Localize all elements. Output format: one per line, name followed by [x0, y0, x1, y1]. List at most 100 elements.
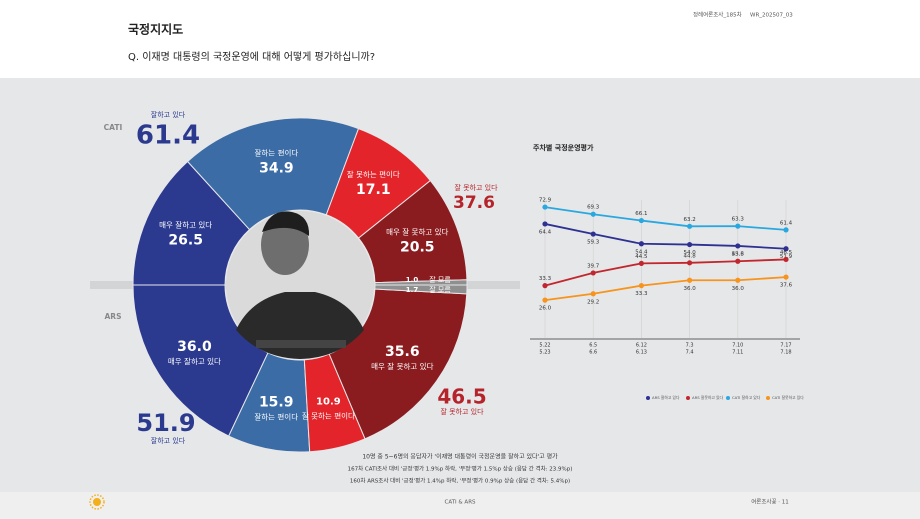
- value-label: 63.2: [683, 217, 695, 223]
- slice-value: 10.9: [316, 397, 341, 408]
- logo: [89, 494, 105, 510]
- slice-label: 매우 잘하고 있다: [159, 219, 212, 229]
- legend-marker: [686, 396, 690, 400]
- series-point: [638, 260, 645, 267]
- slice-value: 15.9: [259, 395, 294, 411]
- series-point: [590, 270, 596, 276]
- value-label: 26.0: [539, 306, 552, 312]
- series-point: [735, 258, 741, 264]
- value-label: 45.6: [732, 252, 745, 258]
- x-tick-label: 6.5: [589, 343, 597, 349]
- value-label: 37.6: [780, 283, 793, 289]
- series-point: [735, 243, 741, 249]
- legend-label: ARS 잘하고 있다: [652, 395, 680, 400]
- value-label: 33.3: [635, 291, 648, 297]
- note: 10명 중 5~6명의 응답자가 '이재명 대통령이 국정운영을 잘하고 있다'…: [362, 453, 558, 461]
- legend-marker: [766, 396, 770, 400]
- series-point: [590, 231, 596, 237]
- series-point: [687, 223, 693, 229]
- summary-value: 46.5: [437, 385, 486, 409]
- value-label: 46.5: [780, 250, 793, 256]
- x-tick-label: 6.6: [589, 350, 597, 356]
- summary-label: 잘하고 있다: [151, 110, 186, 119]
- value-label: 44.8: [683, 253, 696, 259]
- note: 160차 ARS조사 대비 '긍정'평가 1.4%p 하락, '부정'평가 0.…: [350, 477, 570, 485]
- summary-value: 61.4: [136, 121, 200, 151]
- survey-label: CATI: [104, 123, 123, 132]
- legend-marker: [726, 396, 730, 400]
- summary-label: 잘 못하고 있다: [454, 183, 498, 192]
- value-label: 72.9: [539, 198, 552, 204]
- footer-bar: [0, 492, 920, 519]
- question: Q. 이재명 대통령의 국정운영에 대해 어떻게 평가하십니까?: [128, 50, 375, 63]
- report-id: WR_202507_03: [750, 13, 793, 19]
- series-point: [542, 204, 548, 210]
- series-line: [544, 206, 787, 231]
- legend-label: CATI 잘못하고 있다: [772, 395, 804, 400]
- slice-label: 잘하는 편이다: [254, 412, 298, 422]
- donut-slice: [186, 117, 360, 231]
- slice-label: 매우 잘 못하고 있다: [386, 227, 448, 237]
- slice-value: 26.5: [168, 232, 203, 248]
- series-point: [735, 277, 741, 283]
- x-tick-label: 7.11: [732, 350, 743, 356]
- logo-rays: [89, 494, 105, 510]
- series-point: [783, 246, 789, 252]
- series-point: [783, 256, 789, 263]
- series-point: [638, 241, 645, 247]
- legend-label: CATI 잘하고 있다: [732, 395, 761, 400]
- summary-label: 잘 못하고 있다: [440, 407, 484, 416]
- value-label: 59.3: [587, 240, 600, 246]
- photo-podium: [256, 340, 346, 348]
- slice-value: 17.1: [356, 182, 391, 198]
- slice-value: 20.5: [400, 240, 435, 256]
- survey-label: ARS: [105, 312, 122, 321]
- x-tick-label: 6.13: [636, 350, 647, 356]
- summary-label: 잘하고 있다: [151, 436, 186, 445]
- donut-slice: [374, 284, 468, 295]
- x-tick-label: 5.22: [539, 343, 550, 349]
- value-label: 63.3: [732, 217, 745, 223]
- page-title: 국정지지도: [128, 22, 183, 37]
- series-point: [638, 283, 645, 289]
- x-tick-label: 5.23: [539, 350, 550, 356]
- value-label: 64.4: [539, 229, 552, 235]
- survey-id: 정례여론조사_185차: [693, 11, 742, 19]
- series-line: [544, 223, 787, 250]
- series-point: [542, 297, 548, 303]
- x-tick-label: 7.18: [780, 350, 791, 356]
- line-title: 주차별 국정운영평가: [533, 143, 594, 152]
- legend-marker: [646, 396, 650, 400]
- series-point: [783, 274, 789, 280]
- legend-label: ARS 잘못하고 있다: [692, 395, 724, 400]
- value-label: 29.2: [587, 299, 599, 305]
- slice-label: 잘하는 편이다: [254, 147, 298, 157]
- footer-right: 여론조사꽃 · 11: [751, 498, 789, 506]
- value-label: 39.7: [587, 263, 600, 269]
- donut-slice: [132, 284, 269, 437]
- series-line: [544, 258, 787, 287]
- photo-head: [261, 215, 309, 275]
- x-tick-label: 7.3: [686, 343, 694, 349]
- series-point: [590, 211, 596, 217]
- summary-value: 51.9: [136, 409, 195, 437]
- slice-label: 잘 모름: [429, 286, 451, 294]
- series-point: [542, 221, 548, 227]
- slice-label: 잘 못하는 편이다: [302, 411, 355, 421]
- note: 167차 CATI조사 대비 '긍정'평가 1.9%p 하락, '부정'평가 1…: [348, 465, 573, 473]
- slice-value: 34.9: [259, 160, 294, 176]
- series-line: [544, 276, 787, 301]
- slice-label: 잘 모름: [429, 276, 451, 284]
- logo-sun: [93, 498, 101, 506]
- series-point: [542, 283, 548, 289]
- series-point: [687, 260, 693, 266]
- value-label: 36.0: [683, 286, 696, 292]
- value-label: 61.4: [780, 220, 793, 226]
- slice-label: 매우 잘 못하고 있다: [371, 361, 433, 371]
- value-label: 33.3: [539, 276, 552, 282]
- value-label: 54.4: [635, 249, 648, 255]
- value-label: 69.3: [587, 205, 600, 211]
- x-tick-label: 7.4: [686, 350, 694, 356]
